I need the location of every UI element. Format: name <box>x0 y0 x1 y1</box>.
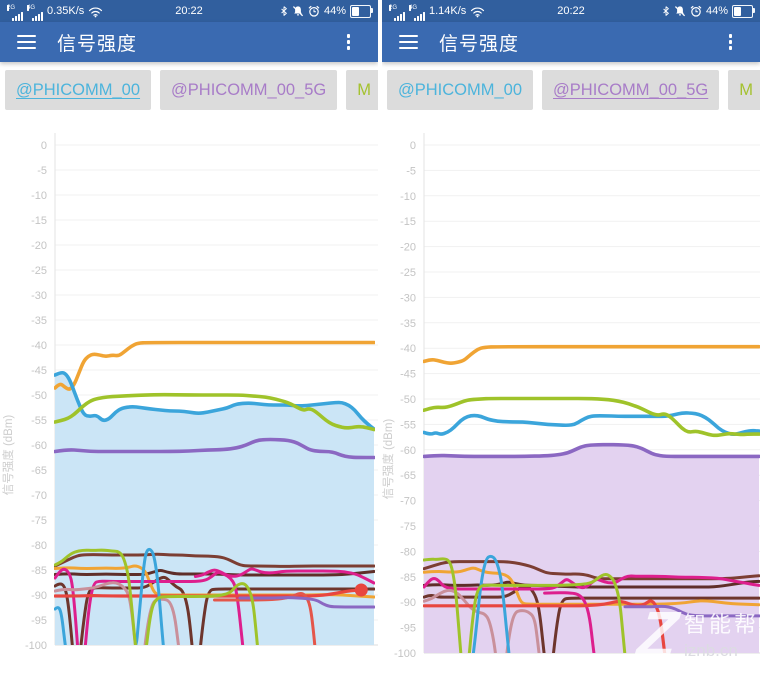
svg-text:-50: -50 <box>400 394 416 406</box>
sim1-signal-icon: 2G <box>389 5 405 22</box>
signal-chart-left[interactable]: 信号强度 (dBm) 0 -5 -10 -15 -20 -25 -30 -35 -40 -45 -50… <box>0 118 378 675</box>
tab-phicomm-00[interactable]: @PHICOMM_00 <box>387 70 534 110</box>
svg-text:-50: -50 <box>31 390 47 402</box>
network-tab-row: @PHICOMM_00 @PHICOMM_00_5G M <box>382 62 760 118</box>
mute-bell-icon <box>674 6 686 17</box>
phone-panel-right: 2G 4G 1.14K/s 20:22 44% 信号强度 @PHICOMM_00… <box>382 0 760 675</box>
app-title: 信号强度 <box>439 33 520 55</box>
app-bar: 信号强度 <box>382 22 760 62</box>
svg-text:-15: -15 <box>31 215 47 227</box>
bluetooth-icon <box>663 6 669 16</box>
svg-text:-85: -85 <box>31 565 47 577</box>
sim2-signal-icon: 4G <box>27 5 43 22</box>
svg-text:-70: -70 <box>31 490 47 502</box>
svg-text:0: 0 <box>41 140 47 152</box>
panel-divider <box>378 0 382 675</box>
status-bar: 2G 4G 1.14K/s 20:22 44% <box>382 0 760 22</box>
svg-text:-90: -90 <box>31 590 47 602</box>
wifi-icon <box>89 7 103 18</box>
svg-text:-45: -45 <box>400 369 416 381</box>
menu-button[interactable] <box>15 31 38 54</box>
status-right-cluster: 44% <box>280 4 373 18</box>
svg-text:-95: -95 <box>400 623 416 635</box>
svg-text:-75: -75 <box>31 515 47 527</box>
tab-phicomm-00-5g[interactable]: @PHICOMM_00_5G <box>542 70 720 110</box>
svg-text:-100: -100 <box>394 648 416 660</box>
svg-text:-60: -60 <box>31 440 47 452</box>
svg-text:-80: -80 <box>31 540 47 552</box>
svg-text:-25: -25 <box>31 265 47 277</box>
battery-percent: 44% <box>323 5 346 17</box>
svg-text:-60: -60 <box>400 445 416 457</box>
battery-icon <box>732 4 755 18</box>
svg-text:-55: -55 <box>31 415 47 427</box>
svg-text:-20: -20 <box>400 242 416 254</box>
svg-text:-75: -75 <box>400 521 416 533</box>
network-tab-row: @PHICOMM_00 @PHICOMM_00_5G M <box>0 62 378 118</box>
svg-text:-80: -80 <box>400 546 416 558</box>
network-speed: 0.35K/s <box>47 5 85 17</box>
signal-chart-right[interactable]: 信号强度 (dBm) 0 -5 -10 -15 -20 -25 -30 -35 -40 -45 -50… <box>382 118 760 675</box>
status-bar: 2G 4G 0.35K/s 20:22 44% <box>0 0 378 22</box>
status-time: 20:22 <box>175 5 203 17</box>
alarm-clock-icon <box>690 5 702 17</box>
svg-text:-15: -15 <box>400 216 416 228</box>
svg-text:-25: -25 <box>400 267 416 279</box>
svg-text:-35: -35 <box>400 318 416 330</box>
status-left-cluster: 2G 4G 0.35K/s <box>7 0 103 22</box>
tab-phicomm-00[interactable]: @PHICOMM_00 <box>5 70 152 110</box>
network-speed: 1.14K/s <box>429 5 467 17</box>
svg-text:-100: -100 <box>25 640 47 652</box>
bluetooth-icon <box>281 6 287 16</box>
svg-text:-10: -10 <box>400 191 416 203</box>
alarm-clock-icon <box>308 5 320 17</box>
svg-text:0: 0 <box>410 140 416 152</box>
svg-text:-5: -5 <box>406 165 416 177</box>
svg-text:-10: -10 <box>31 190 47 202</box>
svg-text:-45: -45 <box>31 365 47 377</box>
svg-text:信号强度 (dBm): 信号强度 (dBm) <box>1 415 15 496</box>
status-time: 20:22 <box>557 5 585 17</box>
phone-panel-left: 2G 4G 0.35K/s 20:22 44% 信号强度 @PHICOMM_00… <box>0 0 378 675</box>
svg-text:-30: -30 <box>400 292 416 304</box>
app-bar: 信号强度 <box>0 22 378 62</box>
svg-text:-40: -40 <box>400 343 416 355</box>
status-right-cluster: 44% <box>662 4 755 18</box>
mute-bell-icon <box>292 6 304 17</box>
svg-text:-90: -90 <box>400 597 416 609</box>
svg-text:-65: -65 <box>400 470 416 482</box>
tab-m-network[interactable]: M <box>346 70 378 110</box>
tab-m-network[interactable]: M <box>728 70 760 110</box>
svg-text:-20: -20 <box>31 240 47 252</box>
sim2-signal-icon: 4G <box>409 5 425 22</box>
menu-button[interactable] <box>397 31 420 54</box>
svg-text:-30: -30 <box>31 290 47 302</box>
svg-text:-65: -65 <box>31 465 47 477</box>
battery-percent: 44% <box>705 5 728 17</box>
overflow-menu-button[interactable] <box>725 30 737 54</box>
svg-text:-5: -5 <box>37 165 47 177</box>
svg-text:-40: -40 <box>31 340 47 352</box>
overflow-menu-button[interactable] <box>343 30 355 54</box>
svg-text:-55: -55 <box>400 419 416 431</box>
status-left-cluster: 2G 4G 1.14K/s <box>389 0 485 22</box>
wifi-icon <box>471 7 485 18</box>
svg-text:信号强度 (dBm): 信号强度 (dBm) <box>382 419 395 500</box>
svg-text:-70: -70 <box>400 496 416 508</box>
tab-phicomm-00-5g[interactable]: @PHICOMM_00_5G <box>160 70 338 110</box>
svg-text:-95: -95 <box>31 615 47 627</box>
svg-text:-85: -85 <box>400 572 416 584</box>
svg-text:-35: -35 <box>31 315 47 327</box>
app-title: 信号强度 <box>57 33 138 55</box>
sim1-signal-icon: 2G <box>7 5 23 22</box>
battery-icon <box>350 4 373 18</box>
